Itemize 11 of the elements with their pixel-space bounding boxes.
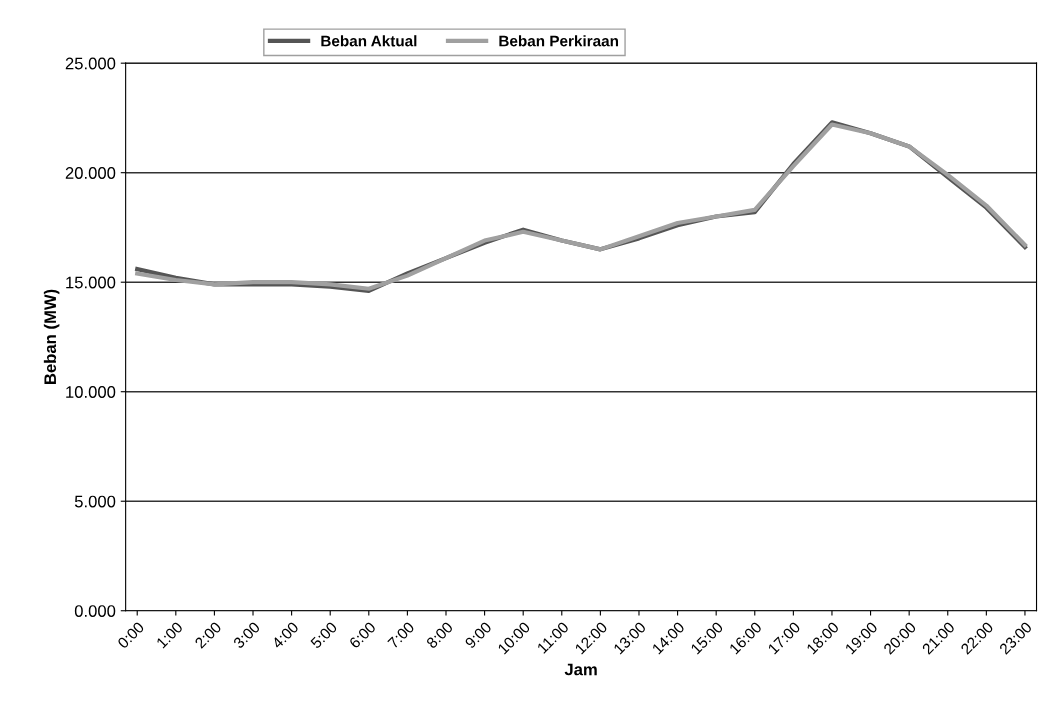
y-tick-label: 15.000 (66, 276, 116, 289)
y-tick-label: 5.000 (74, 495, 116, 508)
legend-label: Beban Aktual (321, 35, 417, 47)
y-tick-label: 0.000 (74, 605, 116, 617)
y-axis-title: Beban (MW) (43, 289, 60, 384)
x-tick-label: 4:00 (271, 621, 300, 650)
y-tick-label: 20.000 (65, 167, 116, 179)
legend-label: Beban Perkiraan (499, 35, 619, 47)
x-axis-title: Jam (564, 663, 597, 676)
y-tick-label: 25.000 (65, 57, 116, 70)
y-tick-label: 10.000 (66, 386, 116, 398)
